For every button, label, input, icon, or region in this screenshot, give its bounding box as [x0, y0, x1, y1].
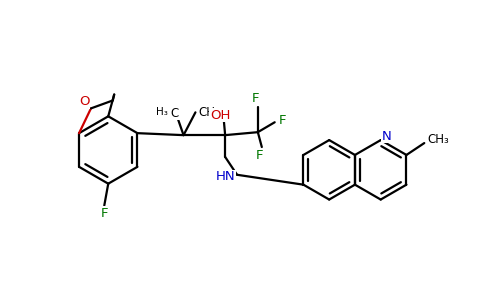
Text: F: F	[256, 149, 264, 162]
Text: CH₃: CH₃	[198, 106, 220, 119]
Text: OH: OH	[210, 109, 230, 122]
Text: N: N	[382, 130, 392, 142]
Text: HN: HN	[215, 170, 235, 183]
Text: C: C	[171, 107, 179, 120]
Text: CH₃: CH₃	[427, 133, 449, 146]
Text: F: F	[252, 92, 259, 105]
Text: H₃: H₃	[156, 107, 167, 117]
Text: O: O	[79, 95, 89, 108]
Text: F: F	[279, 114, 287, 127]
Text: F: F	[101, 207, 108, 220]
